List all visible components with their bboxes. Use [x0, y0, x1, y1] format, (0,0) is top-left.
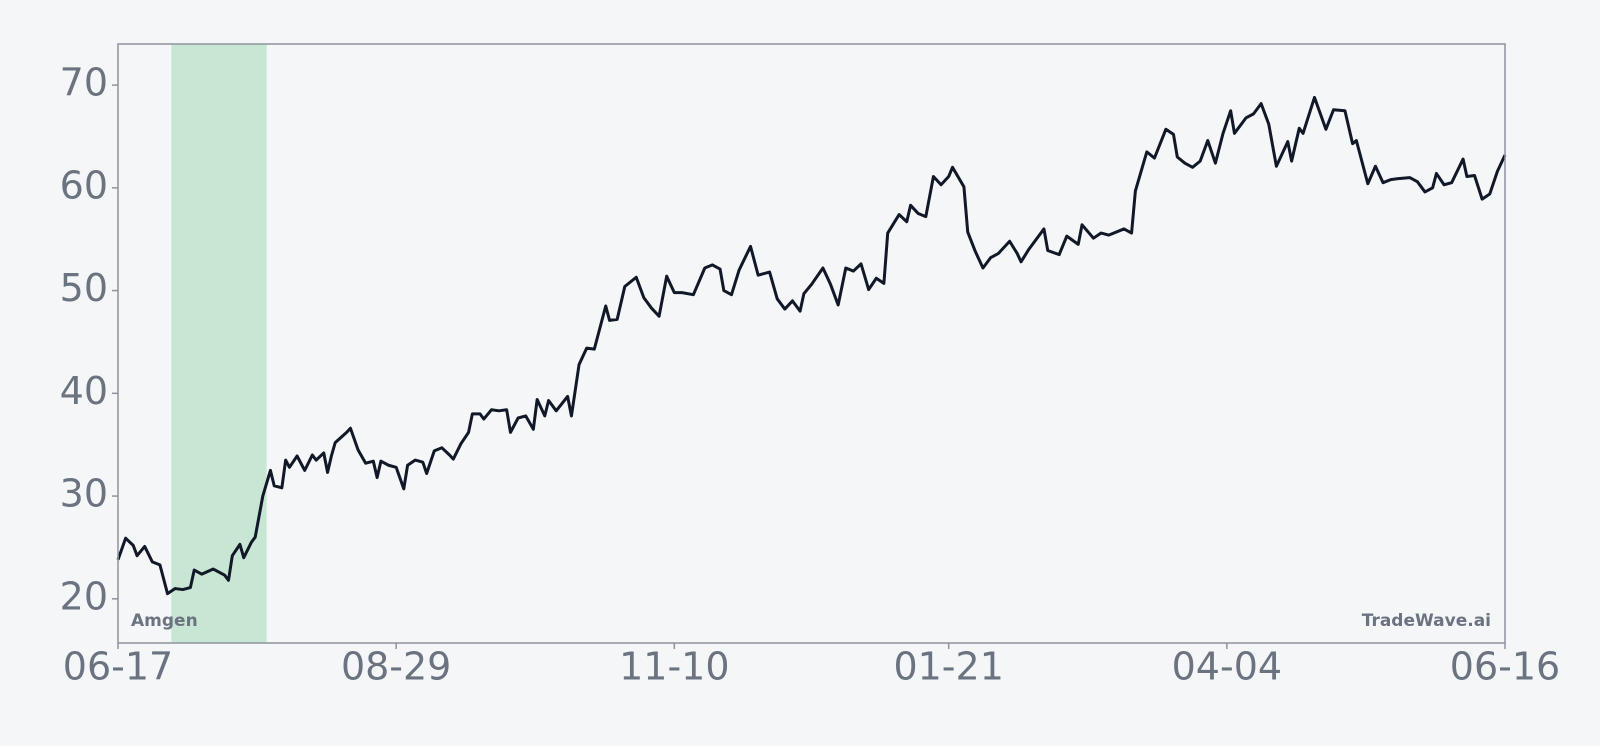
y-tick-label: 70	[60, 61, 108, 105]
x-tick-label: 08-29	[341, 645, 451, 689]
y-tick-label: 60	[60, 163, 108, 207]
y-tick-label: 40	[60, 369, 108, 413]
plot-layer	[116, 44, 1507, 643]
plot-frame	[117, 43, 1506, 644]
y-tick-label: 30	[60, 472, 108, 516]
y-tick-label: 50	[60, 266, 108, 310]
x-tick-label: 01-21	[893, 645, 1003, 689]
x-tick-label: 06-16	[1450, 645, 1560, 689]
x-tick-label: 06-17	[63, 645, 173, 689]
price-line	[116, 95, 1507, 596]
series-label: Amgen	[131, 611, 198, 631]
x-tick-label: 04-04	[1172, 645, 1282, 689]
x-tick-label: 11-10	[619, 645, 729, 689]
highlight-band	[171, 44, 267, 643]
y-tick-label: 20	[60, 574, 108, 618]
watermark: TradeWave.ai	[1362, 611, 1491, 631]
